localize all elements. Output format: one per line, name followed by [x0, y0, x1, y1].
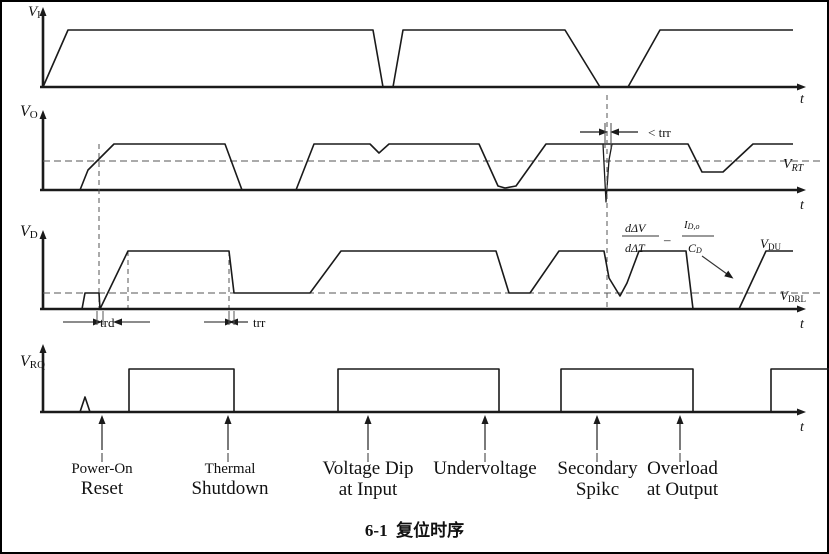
svg-text:CD: CD: [688, 241, 702, 255]
svg-text:VDU: VDU: [760, 236, 781, 252]
svg-text:VRT: VRT: [783, 157, 805, 174]
svg-text:trd: trd: [100, 315, 115, 330]
svg-text:t: t: [800, 92, 805, 107]
svg-text:t: t: [800, 317, 805, 332]
svg-text:t: t: [800, 198, 805, 213]
svg-text:dΔT: dΔT: [625, 241, 646, 255]
svg-text:< trr: < trr: [648, 125, 672, 140]
svg-text:ID,o: ID,o: [683, 219, 699, 231]
svg-text:VD: VD: [20, 223, 38, 241]
svg-text:–: –: [663, 232, 671, 247]
svg-text:trr: trr: [253, 315, 266, 330]
svg-text:t: t: [800, 420, 805, 435]
svg-text:VI: VI: [28, 4, 41, 21]
svg-text:VDRL: VDRL: [780, 288, 806, 304]
svg-text:VRQ: VRQ: [20, 353, 45, 371]
svg-text:dΔV: dΔV: [625, 221, 647, 235]
svg-text:VO: VO: [20, 103, 38, 121]
